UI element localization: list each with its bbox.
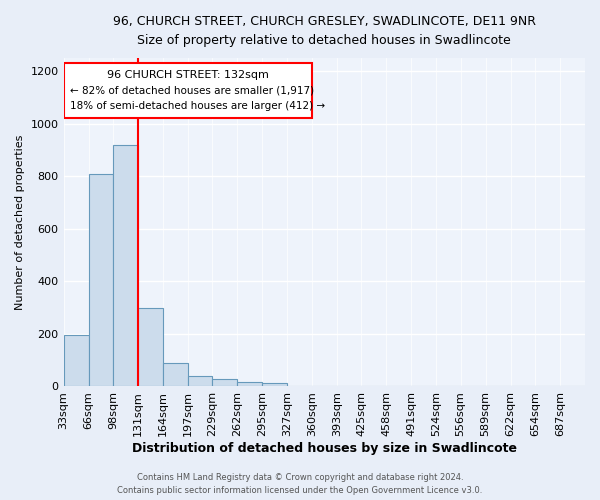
Bar (212, 378, 238, 386)
Bar (163, 363, 188, 386)
Y-axis label: Number of detached properties: Number of detached properties (15, 134, 25, 310)
Text: Contains HM Land Registry data © Crown copyright and database right 2024.
Contai: Contains HM Land Registry data © Crown c… (118, 474, 482, 495)
Text: 96 CHURCH STREET: 132sqm: 96 CHURCH STREET: 132sqm (107, 70, 269, 81)
Bar (89, 174, 113, 386)
Title: 96, CHURCH STREET, CHURCH GRESLEY, SWADLINCOTE, DE11 9NR
Size of property relati: 96, CHURCH STREET, CHURCH GRESLEY, SWADL… (113, 15, 536, 47)
Text: 18% of semi-detached houses are larger (412) →: 18% of semi-detached houses are larger (… (70, 101, 325, 111)
Text: ← 82% of detached houses are smaller (1,917): ← 82% of detached houses are smaller (1,… (70, 86, 314, 96)
Bar (188, 376, 212, 386)
Bar (262, 382, 287, 386)
Bar (64, 335, 89, 386)
Bar (64, 63, 312, 118)
Bar (113, 144, 138, 386)
Bar (238, 382, 262, 386)
X-axis label: Distribution of detached houses by size in Swadlincote: Distribution of detached houses by size … (132, 442, 517, 455)
Bar (138, 308, 163, 386)
